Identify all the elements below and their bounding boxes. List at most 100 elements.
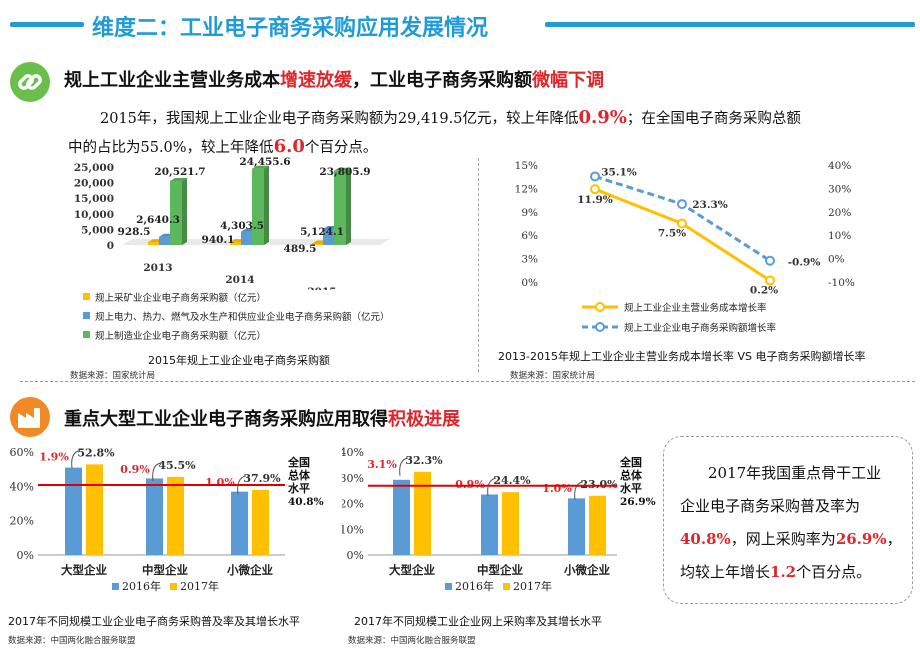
chart2-caption: 2013-2015年规上工业企业主营业务成本增长率 VS 电子商务采购额增长率 xyxy=(498,350,866,363)
callout-value-adoption: 40.8% xyxy=(680,530,731,548)
callout-line3: 40.8%，网上采购率为26.9%， xyxy=(680,523,902,556)
chart3-source: 数据来源：中国两化融合服务联盟 xyxy=(8,636,136,646)
chart3-y-tick: 40% xyxy=(10,480,34,493)
chart3-growth-label: 1.9% xyxy=(39,450,69,463)
chart1-caption: 2015年规上工业企业电子商务采购额 xyxy=(148,354,330,367)
section2-title-red: 积极进展 xyxy=(388,409,460,430)
chart4-value-label: 23.0% xyxy=(580,478,618,491)
chart4-y-tick: 10% xyxy=(342,523,364,536)
chart4-bar xyxy=(502,492,519,555)
para-text-c: ；在全国电子商务采购总额 xyxy=(626,111,801,127)
chart4-source: 数据来源：中国两化融合服务联盟 xyxy=(348,636,476,646)
chart1-bar-top xyxy=(334,167,351,171)
chart2-label-cost: 0.2% xyxy=(750,284,778,296)
chart3-y-tick: 20% xyxy=(10,515,34,528)
chart2-legend-marker-purchase xyxy=(595,322,605,332)
para-highlight-2: 6.0 xyxy=(273,136,305,157)
chart2-label-purchase: -0.9% xyxy=(788,257,821,269)
page-title: 维度二：工业电子商务采购应用发展情况 xyxy=(92,16,489,41)
chart1-bar xyxy=(334,170,346,245)
chart2-point-purchase xyxy=(765,255,775,266)
chart3-value-label: 52.8% xyxy=(77,446,115,459)
chart1-y-tick: 15,000 xyxy=(74,193,114,205)
legend-label-manufacturing: 规上制造业企业电子商务采购额（亿元） xyxy=(95,330,267,342)
chart3-reference-label: 全国 xyxy=(287,455,310,469)
chart3-value-label: 45.5% xyxy=(158,459,196,472)
callout-mid: ，网上采购率为 xyxy=(730,530,836,548)
chart1-bar-side xyxy=(264,165,269,245)
chart4-x-tick: 中型企业 xyxy=(477,563,523,577)
chart1-bar-side xyxy=(182,177,187,245)
link-icon xyxy=(10,62,50,102)
chart4-reference-label: 水平 xyxy=(620,481,642,495)
chart4-x-tick: 大型企业 xyxy=(389,563,435,577)
chart4-growth-arrow xyxy=(399,457,409,476)
chart1-bar xyxy=(159,236,171,245)
header-bar-right xyxy=(545,22,915,27)
chart4-value-label: 24.4% xyxy=(493,474,531,487)
legend-item-mining: 规上采矿业企业电子商务采购额（亿元） xyxy=(83,287,390,306)
chart2-point-cost xyxy=(590,184,600,195)
chart3-growth-arrow xyxy=(71,449,81,469)
callout-value-online: 26.9% xyxy=(835,530,887,548)
divider-vertical xyxy=(478,158,479,372)
chart4-value-label: 32.3% xyxy=(405,454,443,467)
chart1-legend: 规上采矿业企业电子商务采购额（亿元） 规上电力、热力、燃气及水生产和供应业企业电… xyxy=(83,287,390,344)
chart-purchase-amount: 25,000 20,000 15,000 10,000 5,000 0 2013 2014 20… xyxy=(74,156,390,290)
callout-line1: 2017年我国重点骨干工业 xyxy=(708,464,882,482)
para-text-f: 个百分点。 xyxy=(304,140,378,156)
chart3-x-tick: 中型企业 xyxy=(142,563,188,577)
chart4-y-tick: 20% xyxy=(342,498,364,511)
callout-line4a: 均较上年增长 xyxy=(680,563,771,581)
chart1-bar-side xyxy=(346,167,351,245)
chart2-y-left-tick: 6% xyxy=(521,230,538,242)
chart1-bar xyxy=(170,180,182,245)
para-text-a: 2015年，我国规上工业企业电子商务采购额为29,419.5亿元，较上年降低 xyxy=(100,111,579,127)
chart2-point-cost xyxy=(765,275,775,286)
summary-callout: 2017年我国重点骨干工业 企业电子商务采购普及率为 40.8%，网上采购率为2… xyxy=(663,436,913,604)
chart2-label-purchase: 23.3% xyxy=(692,199,728,211)
chart2-y-left-tick: 15% xyxy=(515,160,538,172)
chart4-bar xyxy=(589,495,606,555)
callout-line2: 企业电子商务采购普及率为 xyxy=(680,497,861,515)
chart2-y-right-tick: 30% xyxy=(828,183,851,195)
chart3-value-label: 37.9% xyxy=(243,472,281,485)
chart4-y-tick: 0% xyxy=(347,549,364,562)
section1-title-part2: ，工业电子商务采购额 xyxy=(352,70,532,91)
factory-icon xyxy=(10,397,50,437)
chart4-growth-label: 1.0% xyxy=(542,482,572,495)
callout-value-growth: 1.2 xyxy=(770,563,797,581)
chart3-x-tick: 大型企业 xyxy=(61,563,107,577)
chart4-bar xyxy=(393,479,410,555)
chart3-bar xyxy=(146,478,163,555)
chart3-legend-swatch-2016 xyxy=(112,583,119,590)
chart1-data-label: 20,521.7 xyxy=(154,166,205,178)
chart4-growth-arrow xyxy=(487,477,497,497)
header-bar-left xyxy=(10,22,84,27)
chart2-y-right-tick: 40% xyxy=(828,160,851,172)
chart3-bar xyxy=(65,467,82,555)
chart4-bar xyxy=(481,494,498,555)
callout-line4: 均较上年增长1.2个百分点。 xyxy=(680,556,902,589)
chart4-caption: 2017年不同规模工业企业网上采购率及其增长水平 xyxy=(354,615,602,628)
chart4-growth-arrow xyxy=(574,481,584,500)
chart1-data-label: 2,640.3 xyxy=(136,214,180,226)
chart1-data-label: 940.1 xyxy=(202,234,235,246)
divider-horizontal xyxy=(20,381,915,382)
chart1-bar-top xyxy=(252,165,269,169)
chart1-y-tick: 5,000 xyxy=(81,224,114,236)
chart3-y-tick: 60% xyxy=(10,446,34,459)
chart3-reference-label: 水平 xyxy=(288,481,310,495)
chart1-x-tick: 2015 xyxy=(307,286,336,290)
chart3-caption: 2017年不同规模工业企业电子商务采购普及率及其增长水平 xyxy=(8,615,300,628)
section1-title-part1: 规上工业企业主营业务成本 xyxy=(64,70,280,91)
section2-title: 重点大型工业企业电子商务采购应用取得积极进展 xyxy=(64,405,460,431)
chart3-bar xyxy=(231,491,248,555)
chart1-data-label: 23,805.9 xyxy=(319,166,370,178)
callout-tail: ， xyxy=(886,530,902,548)
chart4-x-tick: 小微企业 xyxy=(563,563,610,577)
chart4-reference-label: 总体 xyxy=(620,468,643,482)
chart4-y-tick: 40% xyxy=(342,446,364,459)
chart4-bar xyxy=(414,471,431,555)
chart1-bar xyxy=(312,243,324,245)
